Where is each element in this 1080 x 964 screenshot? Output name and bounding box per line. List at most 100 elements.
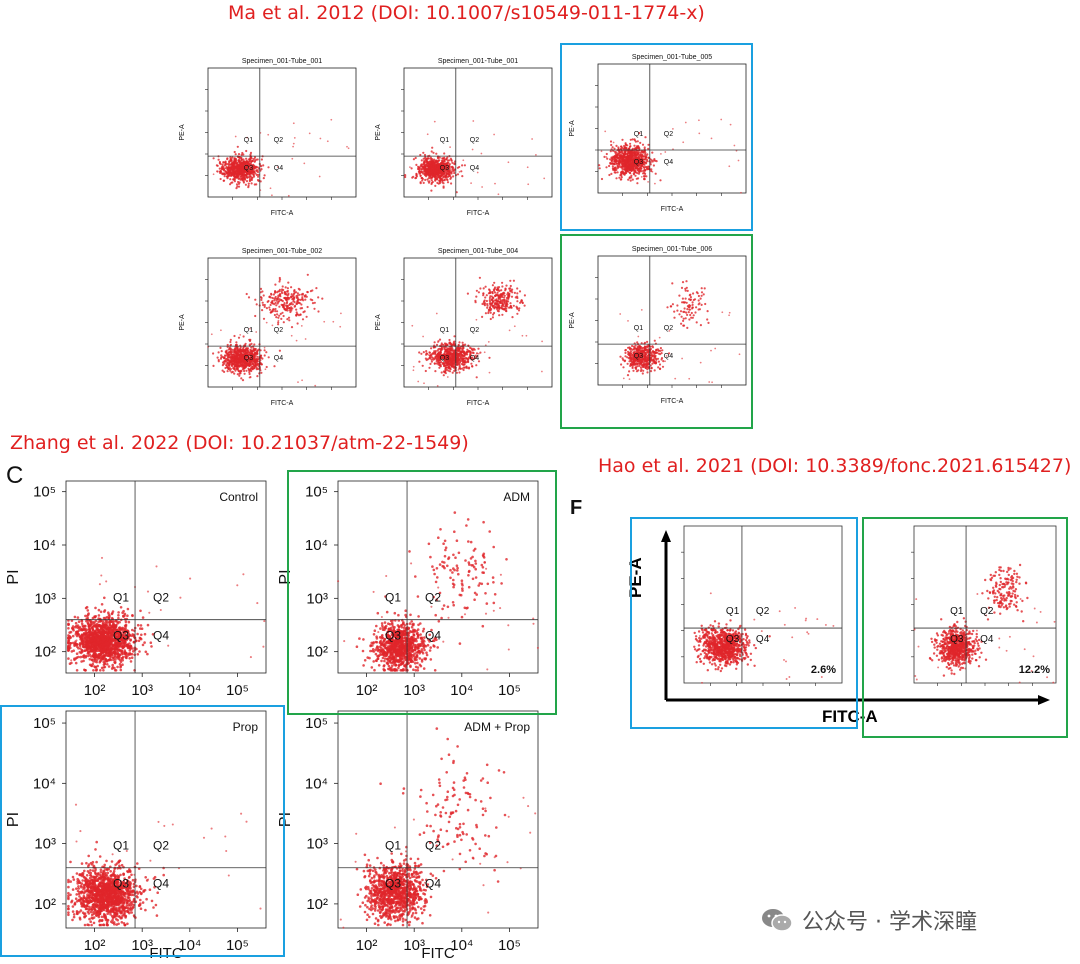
quadrant-label: Q4: [664, 159, 673, 166]
data-point: [520, 300, 523, 303]
data-point: [621, 152, 624, 155]
data-point: [477, 291, 480, 294]
data-point: [277, 321, 280, 324]
data-point: [240, 156, 243, 159]
data-point: [458, 341, 461, 344]
data-point: [255, 331, 258, 333]
data-point: [504, 307, 507, 310]
data-point: [661, 365, 665, 368]
data-point: [241, 368, 244, 371]
data-point: [632, 154, 635, 157]
data-point: [277, 319, 280, 322]
data-point: [680, 322, 683, 325]
data-point: [285, 298, 289, 301]
data-point: [233, 366, 236, 369]
data-point: [304, 298, 307, 301]
data-point: [274, 307, 277, 311]
data-point: [418, 166, 421, 169]
data-point: [458, 347, 461, 350]
data-point: [468, 356, 471, 359]
data-point: [659, 347, 662, 350]
data-point: [422, 351, 425, 354]
chart-title: Specimen_001-Tube_005: [632, 54, 712, 61]
data-point: [683, 301, 686, 304]
data-point: [673, 316, 676, 319]
data-point: [432, 161, 435, 164]
data-point: [236, 373, 239, 376]
data-point: [263, 303, 266, 307]
data-point: [415, 173, 418, 176]
data-point: [248, 352, 251, 355]
data-point: [518, 307, 521, 310]
data-point: [449, 357, 452, 360]
data-point: [239, 354, 242, 357]
data-point: [233, 372, 236, 375]
data-point: [446, 178, 449, 182]
data-point: [617, 146, 620, 149]
data-point: [250, 176, 254, 179]
data-point: [315, 287, 318, 290]
data-point: [443, 156, 446, 159]
data-point: [494, 294, 497, 297]
data-point: [491, 291, 494, 294]
data-point: [543, 177, 546, 180]
data-point: [622, 366, 625, 369]
data-point: [243, 372, 246, 375]
data-point: [634, 174, 637, 177]
data-point: [295, 302, 298, 305]
data-point: [496, 291, 499, 294]
data-point: [634, 162, 637, 165]
data-point: [448, 347, 452, 350]
data-point: [240, 370, 243, 373]
data-point: [686, 313, 689, 316]
data-point: [252, 350, 255, 353]
data-point: [418, 360, 421, 363]
data-point: [218, 167, 221, 170]
data-point: [513, 291, 516, 294]
data-point: [241, 178, 244, 181]
data-point: [684, 297, 687, 300]
data-point: [229, 369, 232, 372]
data-point: [430, 164, 433, 167]
data-point: [483, 300, 486, 303]
data-point: [494, 182, 496, 185]
data-point: [313, 307, 316, 310]
data-point: [426, 178, 429, 181]
data-point: [434, 370, 437, 373]
data-point: [481, 302, 484, 306]
data-point: [616, 157, 619, 160]
data-point: [250, 346, 253, 349]
quadrant-label: Q3: [440, 165, 449, 172]
data-point: [266, 300, 269, 303]
data-point: [704, 302, 707, 306]
data-point: [245, 354, 248, 357]
data-point: [248, 376, 251, 379]
data-point: [626, 362, 629, 365]
data-point: [288, 309, 291, 312]
data-point: [427, 168, 430, 172]
data-point: [507, 161, 510, 164]
data-point: [483, 304, 486, 307]
data-point: [235, 183, 239, 186]
data-point: [433, 174, 436, 177]
data-point: [613, 167, 616, 170]
data-point: [637, 177, 640, 180]
data-point: [297, 301, 300, 304]
data-point: [507, 297, 510, 300]
data-point: [274, 310, 277, 313]
data-point: [644, 151, 647, 154]
data-point: [623, 147, 626, 151]
data-point: [247, 162, 250, 165]
data-point: [498, 314, 501, 317]
data-point: [265, 321, 268, 324]
data-point: [631, 147, 634, 150]
data-point: [221, 173, 224, 176]
data-point: [243, 352, 246, 355]
data-point: [219, 177, 222, 181]
data-point: [251, 365, 254, 368]
data-point: [245, 149, 248, 153]
y-axis-label: PE-A: [179, 314, 186, 331]
data-point: [699, 297, 702, 300]
data-point: [235, 187, 238, 190]
data-point: [446, 167, 449, 170]
